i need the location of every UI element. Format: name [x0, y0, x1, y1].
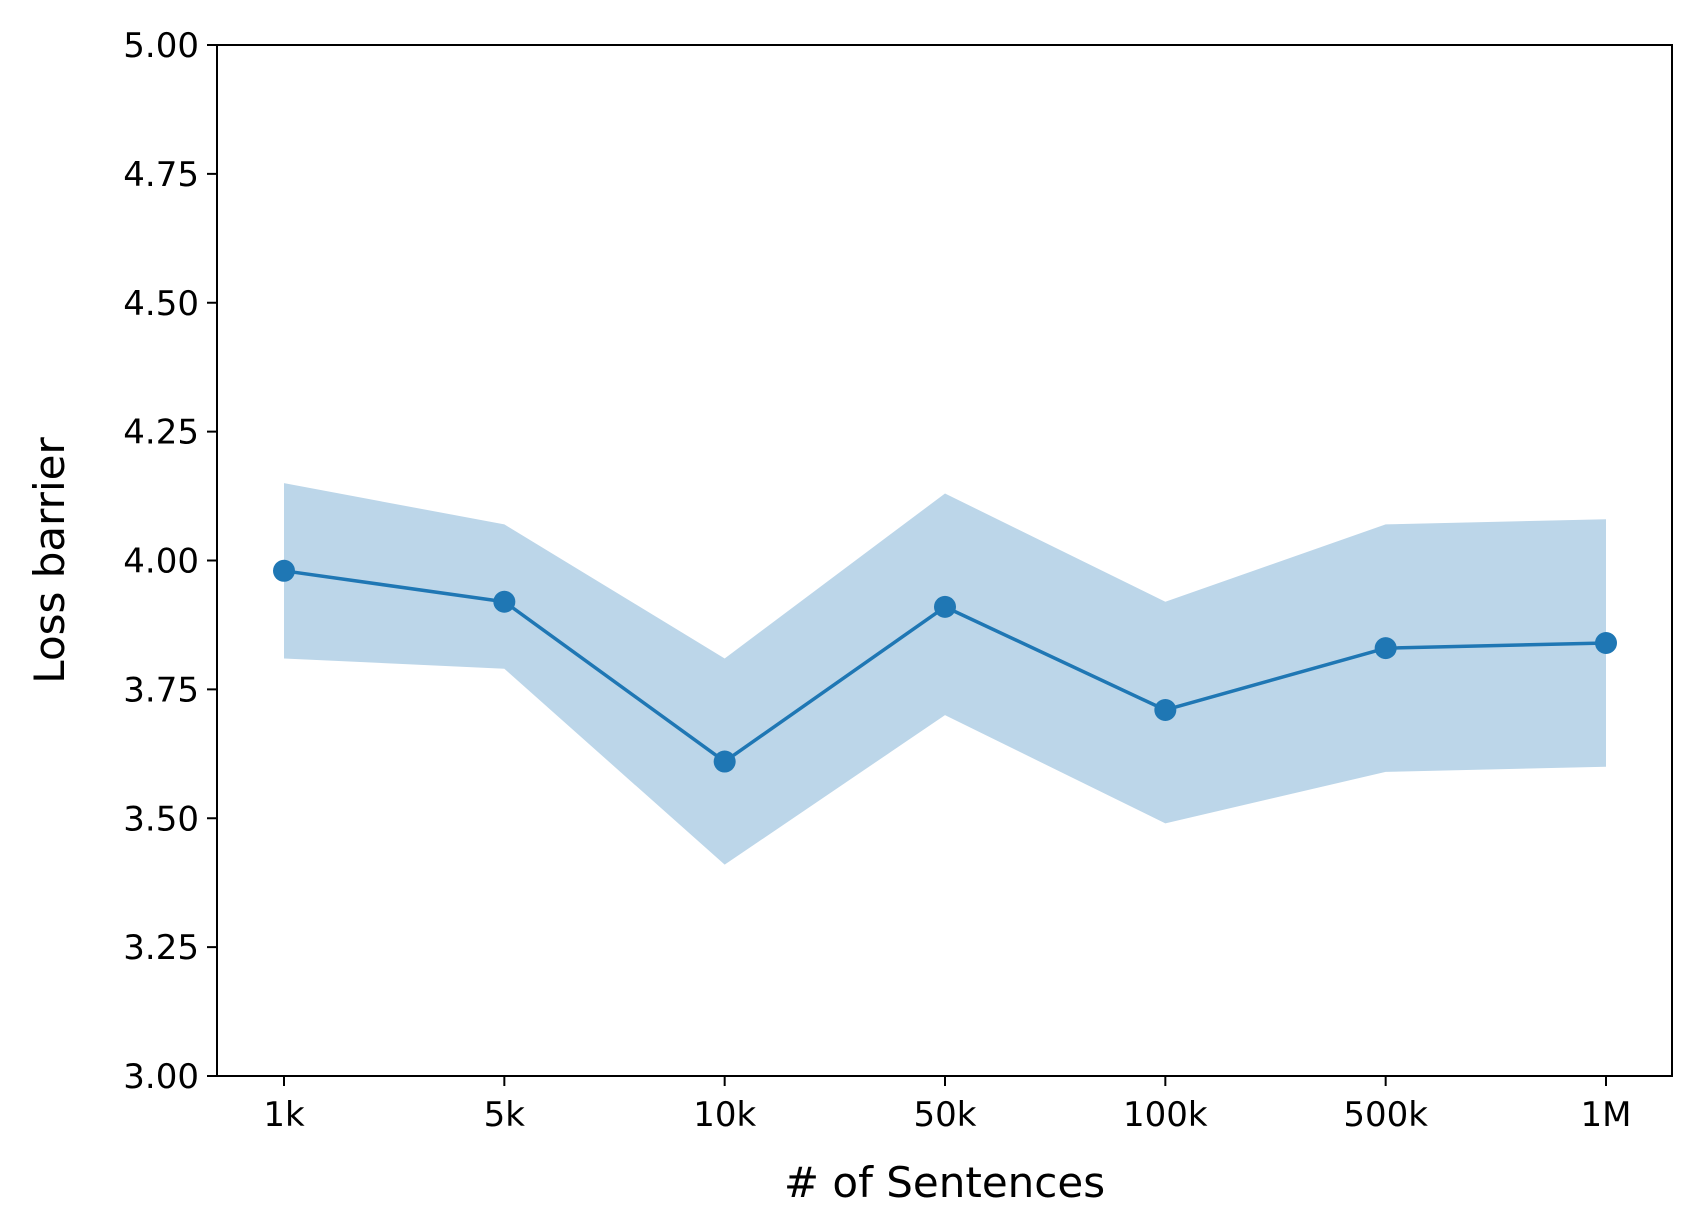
x-tick-label: 5k	[484, 1095, 526, 1135]
confidence-band-layer	[284, 483, 1606, 865]
x-tick-label: 1M	[1581, 1095, 1632, 1135]
y-tick-label: 5.00	[123, 26, 199, 66]
data-point-50k	[934, 595, 956, 618]
data-point-10k	[713, 750, 736, 773]
x-tick-label: 500k	[1343, 1095, 1428, 1135]
x-axis-title: # of Sentences	[784, 1158, 1105, 1207]
y-tick-label: 3.75	[123, 670, 199, 710]
data-point-5k	[493, 590, 516, 613]
x-tick-label: 100k	[1123, 1095, 1208, 1135]
x-tick-label: 1k	[263, 1095, 305, 1135]
y-axis-title: Loss barrier	[25, 437, 74, 684]
y-tick-label: 4.00	[123, 542, 199, 582]
data-point-1k	[273, 559, 295, 582]
y-tick-label: 3.00	[123, 1057, 199, 1097]
y-tick-label: 3.25	[123, 928, 199, 968]
data-point-500k	[1374, 637, 1397, 660]
x-tick-label: 50k	[914, 1095, 977, 1135]
confidence-band	[284, 483, 1606, 865]
data-point-100k	[1154, 698, 1177, 721]
x-axis-ticks: 1k 5k 10k 50k 100k 500k 1M	[263, 1076, 1631, 1135]
data-point-layer	[273, 559, 1617, 773]
y-tick-label: 4.25	[123, 413, 199, 453]
data-point-1M	[1595, 631, 1617, 654]
y-tick-label: 4.75	[123, 155, 199, 195]
x-tick-label: 10k	[693, 1095, 756, 1135]
y-axis-ticks: 3.00 3.25 3.50 3.75 4.00 4.25 4.50 4.75 5.00	[123, 26, 217, 1097]
y-tick-label: 3.50	[123, 799, 199, 839]
y-tick-label: 4.50	[123, 284, 199, 324]
